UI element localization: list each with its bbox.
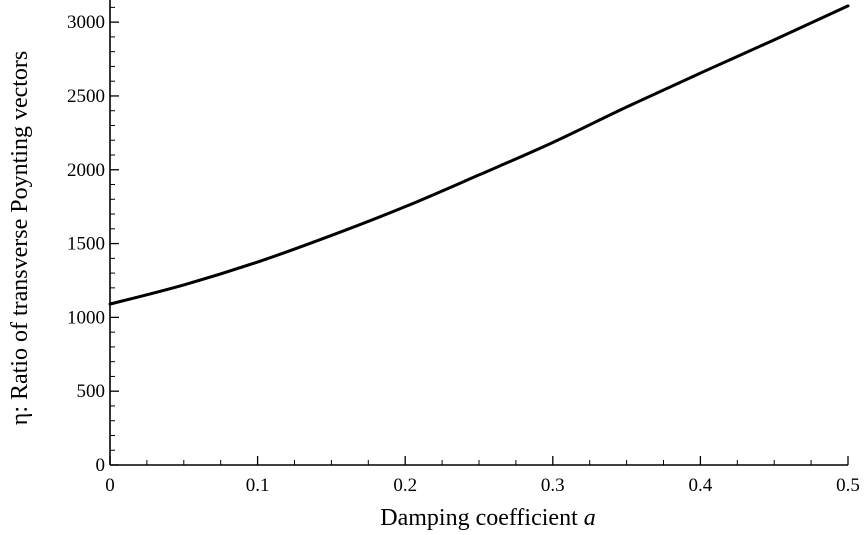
y-tick-label: 2500 (67, 86, 105, 107)
x-tick-label: 0.2 (393, 475, 417, 496)
y-tick-label: 500 (77, 381, 106, 402)
minor-ticks (110, 6, 812, 465)
x-axis-title: Damping coefficient a (380, 505, 595, 531)
y-axis-title: η: Ratio of transverse Poynting vectors (7, 51, 33, 425)
x-tick-labels: 0 0.1 0.2 0.3 0.4 0.5 (105, 475, 860, 496)
y-tick-labels: 0 500 1000 1500 2000 2500 3000 (67, 12, 105, 476)
x-tick-label: 0.5 (836, 475, 860, 496)
x-tick-label: 0.4 (689, 475, 713, 496)
y-tick-label: 0 (96, 455, 106, 476)
x-tick-label: 0.3 (541, 475, 565, 496)
x-axis-title-variable: a (584, 505, 596, 531)
x-tick-label: 0 (105, 475, 115, 496)
data-series-line (108, 4, 850, 306)
y-tick-label: 2000 (67, 160, 105, 181)
major-ticks (109, 21, 849, 466)
y-tick-label: 1500 (67, 234, 105, 255)
x-tick-label: 0.1 (246, 475, 270, 496)
y-tick-label: 3000 (67, 12, 105, 33)
x-axis-title-text: Damping coefficient (380, 505, 583, 531)
y-tick-label: 1000 (67, 307, 105, 328)
